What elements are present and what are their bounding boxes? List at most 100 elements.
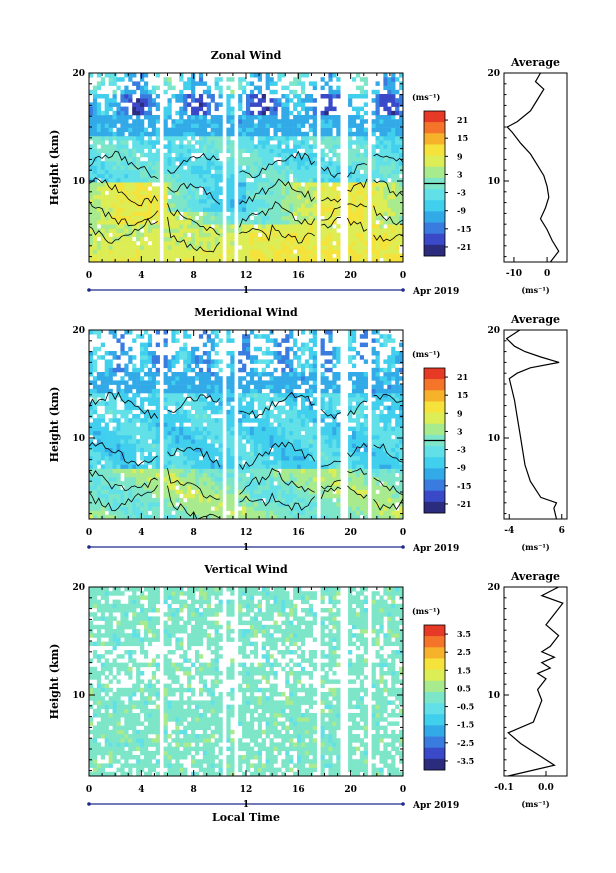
heatmap-cell [320, 131, 325, 137]
heatmap-cell [226, 388, 231, 394]
heatmap-cell [273, 123, 278, 128]
heatmap-cell [320, 241, 325, 246]
heatmap-cell [124, 236, 129, 242]
heatmap-cell [167, 514, 172, 520]
heatmap-cell [304, 489, 310, 495]
heatmap-cell [242, 430, 247, 436]
heatmap-cell [147, 456, 153, 461]
heatmap-cell [89, 481, 94, 486]
heatmap-cell [304, 414, 310, 419]
heatmap-cell [265, 257, 270, 263]
heatmap-cell [206, 119, 211, 124]
heatmap-cell [100, 123, 105, 128]
heatmap-cell [336, 173, 341, 179]
heatmap-cell [249, 430, 255, 436]
heatmap-cell [155, 224, 160, 229]
heatmap-cell [257, 186, 262, 191]
heatmap-cell [163, 194, 168, 200]
heatmap-cell [351, 186, 357, 191]
heatmap-cell [128, 372, 133, 377]
heatmap-cell [308, 384, 314, 390]
heatmap-cell [348, 157, 353, 162]
heatmap-cell [155, 460, 160, 465]
heatmap-cell [359, 178, 365, 183]
heatmap-cell [136, 510, 141, 516]
heatmap-cell [269, 123, 274, 128]
heatmap-cell [285, 338, 290, 343]
heatmap-cell [214, 127, 219, 133]
heatmap-cell [289, 477, 294, 482]
heatmap-cell [140, 334, 145, 339]
colorbar-tick-label: -3 [457, 188, 466, 198]
heatmap-cell [89, 215, 94, 221]
heatmap-cell [226, 232, 231, 238]
heatmap-cell [218, 127, 223, 133]
heatmap-cell [198, 194, 204, 200]
heatmap-cell [163, 502, 168, 507]
heatmap-cell [128, 194, 133, 200]
heatmap-cell [100, 220, 105, 225]
heatmap-cell [100, 388, 105, 394]
heatmap-cell [351, 245, 357, 250]
heatmap-cell [89, 148, 94, 154]
heatmap-cell [210, 190, 215, 196]
heatmap-cell [194, 451, 200, 457]
heatmap-cell [112, 73, 117, 78]
heatmap-cell [336, 178, 341, 183]
heatmap-cell [132, 498, 137, 503]
heatmap-cell [297, 236, 302, 242]
heatmap-cell [312, 380, 317, 385]
heatmap-cell [383, 161, 388, 166]
heatmap-cell [194, 157, 200, 162]
heatmap-cell [371, 215, 376, 221]
heatmap-cell [308, 346, 314, 352]
heatmap-cell [328, 186, 333, 191]
heatmap-cell [289, 211, 294, 217]
heatmap-cell [147, 451, 153, 457]
heatmap-cell [175, 119, 180, 124]
heatmap-cell [265, 472, 270, 478]
heatmap-cell [363, 102, 368, 107]
heatmap-cell [253, 372, 259, 377]
heatmap-cell [328, 123, 333, 128]
heatmap-cell [308, 376, 314, 381]
heatmap-cell [167, 211, 172, 217]
heatmap-cell [226, 131, 231, 137]
heatmap-cell [89, 372, 94, 377]
heatmap-cell [277, 506, 282, 511]
heatmap-cell [120, 498, 125, 503]
heatmap-cell [355, 173, 361, 179]
heatmap-cell [124, 430, 129, 436]
heatmap-cell [293, 397, 298, 402]
heatmap-cell [143, 241, 149, 246]
heatmap-cell [132, 367, 137, 373]
heatmap-cell [375, 182, 380, 187]
heatmap-cell [206, 447, 211, 453]
heatmap-cell [104, 456, 109, 461]
heatmap-cell [175, 173, 180, 179]
heatmap-cell [155, 510, 160, 516]
heatmap-cell [391, 94, 396, 99]
heatmap-cell [206, 144, 211, 149]
heatmap-cell [371, 190, 376, 196]
heatmap-cell [289, 405, 294, 411]
heatmap-cell [238, 393, 243, 398]
heatmap-cell [281, 464, 286, 469]
heatmap-cell [269, 152, 274, 158]
heatmap-cell [355, 106, 361, 112]
heatmap-cell [226, 439, 231, 444]
heatmap-cell [96, 241, 102, 246]
heatmap-cell [96, 203, 102, 208]
heatmap-cell [96, 447, 102, 453]
heatmap-cell [383, 257, 388, 263]
heatmap-cell [206, 502, 211, 507]
heatmap-cell [155, 136, 160, 141]
heatmap-cell [277, 351, 282, 356]
heatmap-cell [249, 477, 255, 482]
heatmap-cell [312, 430, 317, 436]
heatmap-cell [387, 81, 392, 86]
heatmap-cell [116, 215, 121, 221]
heatmap-cell [246, 173, 251, 179]
heatmap-cell [242, 136, 247, 141]
heatmap-cell [155, 73, 160, 78]
